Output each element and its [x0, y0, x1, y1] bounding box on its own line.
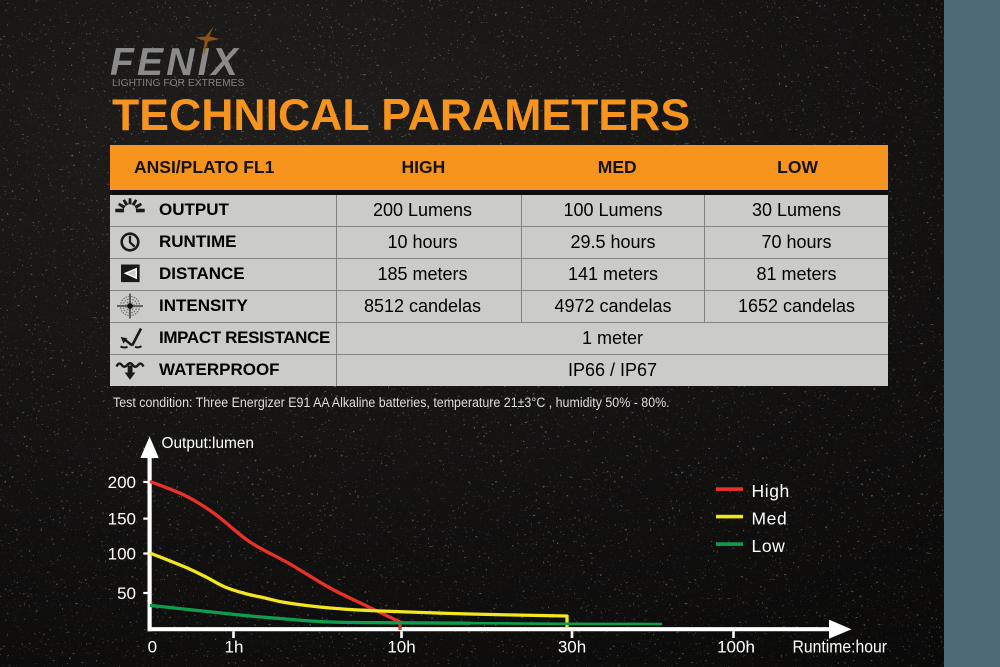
svg-text:10h: 10h: [387, 638, 415, 657]
svg-text:Med: Med: [752, 508, 788, 528]
svg-text:50: 50: [117, 584, 136, 603]
svg-text:1h: 1h: [225, 638, 244, 657]
svg-text:200: 200: [108, 473, 136, 492]
svg-text:100: 100: [108, 544, 136, 563]
svg-text:Low: Low: [752, 536, 786, 556]
svg-text:Output:lumen: Output:lumen: [162, 435, 255, 452]
svg-text:0: 0: [148, 638, 157, 657]
svg-text:High: High: [752, 481, 790, 501]
svg-text:30h: 30h: [558, 638, 586, 657]
svg-text:100h: 100h: [717, 638, 755, 657]
svg-text:Runtime:hour: Runtime:hour: [793, 637, 888, 657]
svg-text:150: 150: [108, 510, 136, 529]
